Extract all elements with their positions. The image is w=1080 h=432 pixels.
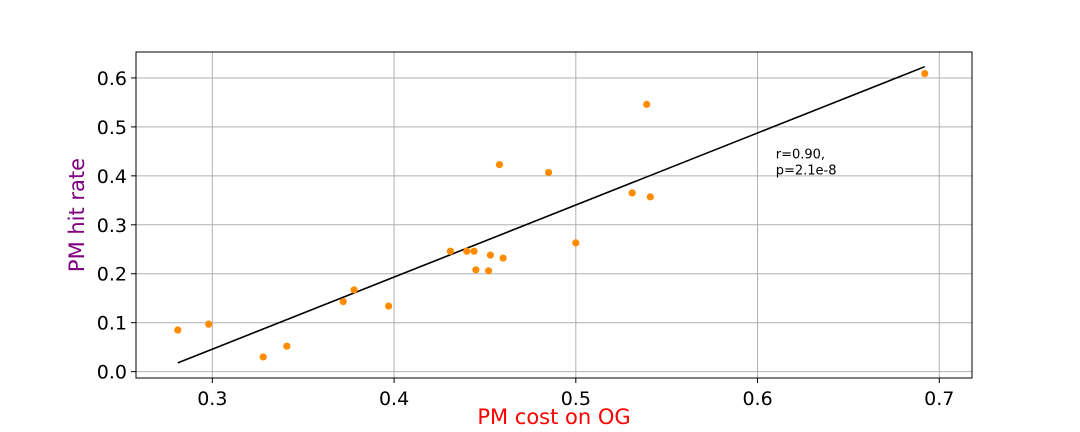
y-tick-label: 0.0 [97,362,127,384]
data-point [499,254,507,262]
data-point [385,302,393,310]
annotation-line: p=2.1e-8 [776,164,837,179]
y-tick-label: 0.1 [97,313,127,335]
fit-layer [177,65,926,364]
data-point [446,247,455,255]
grid-layer [136,52,972,378]
y-axis-title: PM hit rate [65,158,89,272]
data-point [486,251,494,259]
plot-frame [135,51,973,379]
annotation-layer: r=0.90,p=2.1e-8 [776,148,837,179]
x-tick-label: 0.4 [379,388,409,410]
data-point [283,342,291,350]
data-point [339,298,347,306]
x-tick-label: 0.6 [742,388,772,410]
x-tick-label: 0.3 [197,388,227,410]
data-point [921,69,929,78]
y-tick-label: 0.3 [97,215,127,237]
x-axis-title: PM cost on OG [477,405,630,429]
data-point [646,193,654,201]
data-point [495,160,504,169]
data-point [259,353,267,361]
ticks-layer: 0.3 0.4 0.5 0.6 0.7 0.0 0.1 0.2 0.3 0.4 0.5 0.6 [97,68,955,410]
y-tick-label: 0.2 [97,264,127,286]
data-point [174,326,182,334]
x-tick-label: 0.5 [561,388,591,410]
data-point [470,247,478,255]
data-point [628,189,636,197]
annotation-line: r=0.90, [776,148,825,163]
data-point [350,286,358,294]
data-point [484,267,493,275]
regression-line [177,65,926,364]
data-point [544,168,553,177]
points-layer [174,69,929,361]
y-tick-label: 0.6 [97,68,127,90]
data-point [572,239,580,247]
data-point [205,320,213,328]
y-tick-label: 0.5 [97,117,127,139]
x-tick-label: 0.7 [924,388,954,410]
data-point [643,100,651,108]
data-point [463,247,471,255]
y-tick-label: 0.4 [97,166,127,188]
data-point [472,266,480,274]
